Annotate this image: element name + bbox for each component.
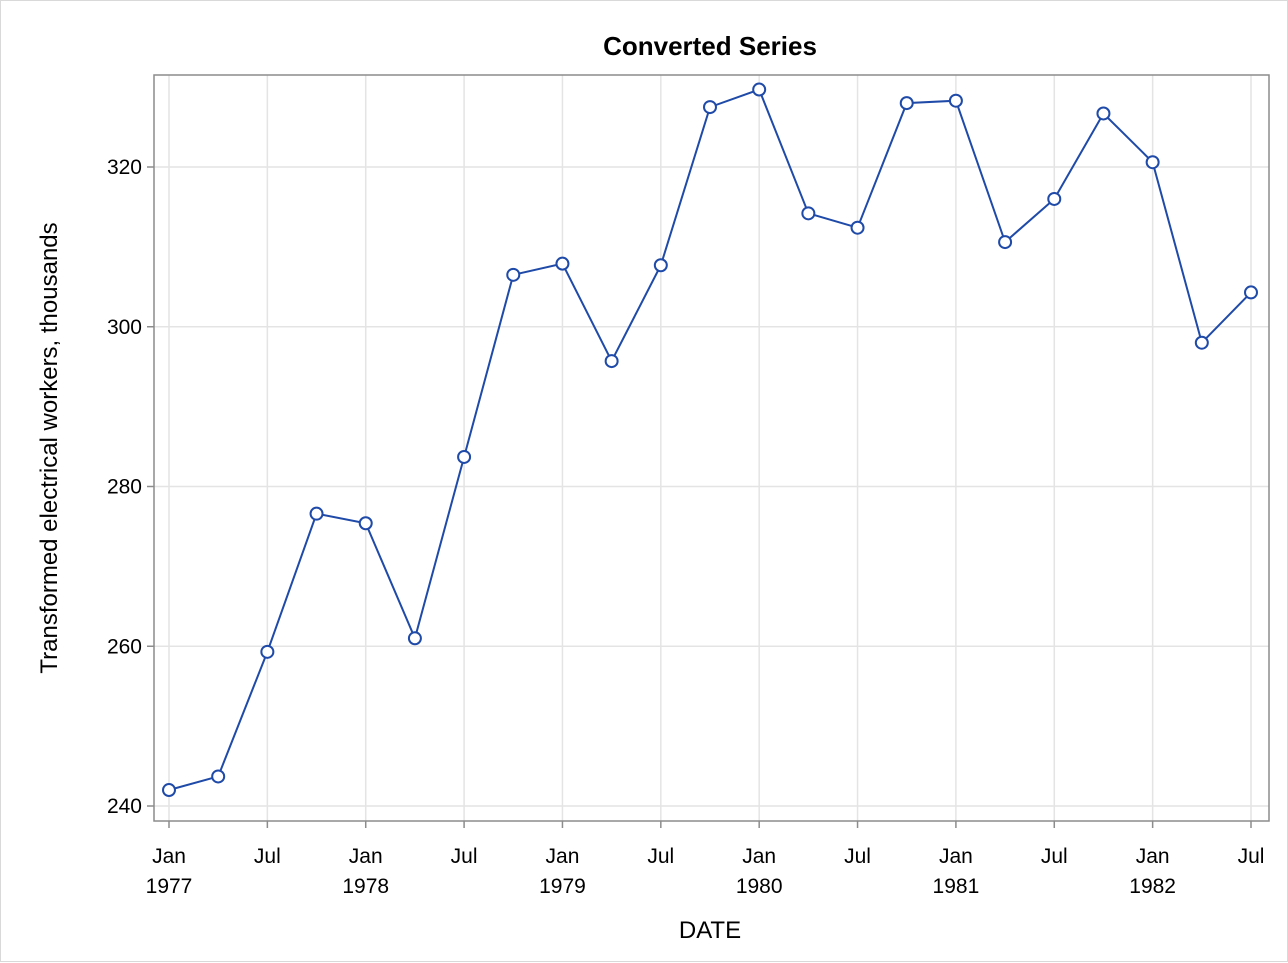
x-tick-label: Jul: [451, 845, 478, 868]
chart-title: Converted Series: [603, 31, 817, 61]
y-axis-label: Transformed electrical workers, thousand…: [36, 222, 63, 673]
x-tick-label: Jul: [647, 845, 674, 868]
data-point: [752, 82, 767, 97]
data-point: [801, 206, 816, 221]
x-tick-label: Jan: [152, 845, 186, 868]
x-tick-label: Jul: [1238, 845, 1265, 868]
data-point: [1096, 106, 1111, 121]
y-tick-label: 240: [107, 795, 142, 818]
series-electrical-workers: [162, 82, 1258, 798]
data-point: [998, 235, 1013, 250]
data-point: [162, 783, 176, 798]
data-point: [1244, 285, 1258, 300]
data-point: [211, 769, 226, 784]
data-point: [1145, 155, 1160, 170]
data-point: [703, 100, 717, 115]
x-tick-label: Jan: [349, 845, 383, 868]
x-axis: Jan 1977 Jul Jan 1978 Jul Jan 1979 Jul Jan 1980 Jul…: [146, 821, 1265, 898]
data-point: [457, 449, 472, 464]
x-tick-label: Jan: [1136, 845, 1170, 868]
x-tick-year-label: 1980: [736, 875, 783, 898]
series-line: [168, 88, 1252, 791]
data-point: [555, 256, 570, 271]
data-point: [506, 267, 521, 282]
data-point: [260, 644, 275, 659]
data-point: [407, 631, 422, 646]
data-point: [948, 93, 963, 108]
data-point: [604, 354, 619, 369]
data-point: [1194, 335, 1209, 350]
x-tick-year-label: 1982: [1129, 875, 1176, 898]
data-point: [850, 220, 865, 235]
x-tick-label: Jan: [742, 845, 776, 868]
y-tick-label: 260: [107, 635, 142, 658]
data-point: [309, 506, 324, 521]
data-point: [1047, 191, 1062, 206]
x-tick-year-label: 1977: [146, 875, 193, 898]
x-tick-year-label: 1978: [342, 875, 389, 898]
data-point: [653, 258, 668, 273]
y-tick-label: 320: [107, 156, 142, 179]
y-axis: 240 260 280 300 320: [107, 156, 154, 818]
x-tick-year-label: 1979: [539, 875, 586, 898]
data-point: [899, 96, 914, 111]
plot-area: [153, 74, 1270, 822]
x-tick-label: Jul: [844, 845, 871, 868]
y-tick-label: 300: [107, 316, 142, 339]
x-tick-label: Jul: [1041, 845, 1068, 868]
gridlines: [154, 75, 1269, 821]
x-axis-label: DATE: [679, 917, 741, 944]
x-tick-label: Jan: [546, 845, 580, 868]
x-tick-label: Jul: [254, 845, 281, 868]
x-tick-year-label: 1981: [933, 875, 980, 898]
y-tick-label: 280: [107, 476, 142, 499]
data-point: [358, 516, 373, 531]
x-tick-label: Jan: [939, 845, 973, 868]
